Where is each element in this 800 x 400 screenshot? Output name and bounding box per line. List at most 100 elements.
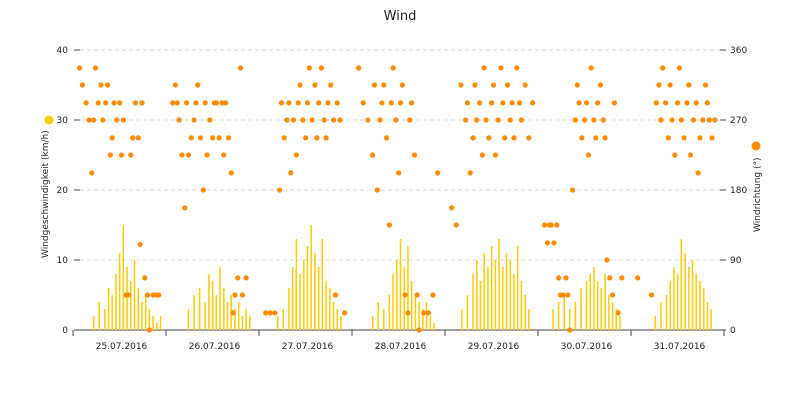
direction-point	[325, 100, 331, 106]
direction-point	[567, 327, 573, 333]
speed-bar	[407, 246, 409, 330]
direction-point	[662, 100, 669, 106]
speed-bar	[684, 253, 686, 330]
direction-point	[219, 100, 225, 106]
speed-bar	[688, 267, 690, 330]
direction-point	[686, 82, 692, 88]
direction-point	[83, 100, 89, 106]
direction-point	[588, 65, 594, 71]
speed-bar	[282, 309, 285, 330]
direction-point	[470, 135, 476, 141]
direction-point	[144, 292, 151, 298]
direction-point	[507, 117, 513, 123]
speed-bar	[600, 288, 603, 330]
direction-point	[449, 205, 455, 211]
direction-point	[554, 222, 560, 228]
direction-point	[330, 117, 337, 123]
speed-bar	[422, 309, 424, 330]
direction-point	[278, 100, 285, 106]
speed-bar	[208, 274, 210, 330]
speed-bar	[141, 302, 143, 330]
left-axis-ticks: 0 10 20 30 40	[57, 46, 80, 336]
direction-point	[118, 152, 125, 158]
speed-bar	[317, 267, 320, 330]
direction-point	[216, 135, 222, 141]
direction-point	[600, 117, 606, 123]
speed-bar	[702, 288, 705, 330]
direction-point	[472, 82, 478, 88]
direction-point	[185, 152, 192, 158]
direction-dots	[77, 65, 718, 333]
speed-bar	[306, 246, 309, 330]
direction-point	[430, 292, 436, 298]
direction-point	[516, 100, 523, 106]
direction-point	[200, 187, 206, 193]
speed-bar	[524, 295, 526, 330]
direction-point	[435, 170, 441, 176]
speed-bar	[604, 274, 606, 330]
speed-bar	[104, 309, 106, 330]
speed-bar	[133, 260, 136, 330]
direction-point	[132, 100, 139, 106]
speed-bar	[276, 316, 279, 330]
direction-point	[146, 327, 152, 333]
speed-bar	[399, 239, 402, 330]
direction-point	[458, 82, 464, 88]
direction-point	[591, 117, 597, 123]
direction-point	[130, 135, 136, 141]
direction-point	[681, 135, 687, 141]
direction-point	[126, 292, 132, 298]
direction-point	[669, 117, 675, 123]
direction-point	[370, 152, 376, 158]
direction-point	[383, 135, 390, 141]
speed-bar	[596, 281, 599, 330]
direction-point	[397, 100, 404, 106]
direction-point	[120, 117, 126, 123]
direction-point	[104, 82, 111, 88]
speed-bar	[321, 239, 324, 330]
direction-point	[281, 135, 287, 141]
direction-point	[284, 117, 290, 123]
direction-point	[213, 100, 219, 106]
direction-point	[225, 135, 232, 141]
direction-point	[414, 292, 420, 298]
direction-point	[332, 292, 338, 298]
direction-point	[572, 117, 578, 123]
direction-point	[409, 100, 415, 106]
speed-bar	[329, 288, 331, 330]
direction-point	[386, 222, 392, 228]
speed-bar	[593, 267, 595, 330]
direction-point	[405, 310, 411, 316]
speed-bar	[144, 295, 147, 330]
speed-bar	[710, 309, 712, 330]
speed-bar	[580, 288, 582, 330]
direction-point	[210, 135, 216, 141]
direction-point	[463, 117, 469, 123]
direction-point	[221, 152, 227, 158]
x-axis-ticks: 25.07.2016 26.07.2016 27.07.2016 28.07.2016…	[72, 330, 725, 352]
speed-bar	[98, 302, 100, 330]
direction-point	[312, 82, 318, 88]
direction-point	[690, 117, 697, 123]
direction-point	[195, 82, 201, 88]
speed-bar	[487, 267, 489, 330]
direction-point	[207, 117, 213, 123]
speed-bar	[494, 260, 497, 330]
speed-bar	[589, 274, 591, 330]
direction-point	[197, 135, 204, 141]
direction-point	[529, 100, 536, 106]
speed-bar	[107, 288, 110, 330]
direction-point	[293, 152, 299, 158]
direction-point	[407, 117, 413, 123]
speed-bar	[234, 309, 236, 330]
speed-bar	[152, 316, 154, 330]
direction-point	[79, 82, 86, 88]
direction-point	[660, 65, 666, 71]
direction-point	[356, 65, 362, 71]
direction-point	[672, 152, 678, 158]
speed-bar	[156, 323, 158, 330]
direction-point	[174, 100, 180, 106]
direction-point	[323, 135, 329, 141]
direction-point	[288, 170, 294, 176]
direction-point	[114, 117, 120, 123]
